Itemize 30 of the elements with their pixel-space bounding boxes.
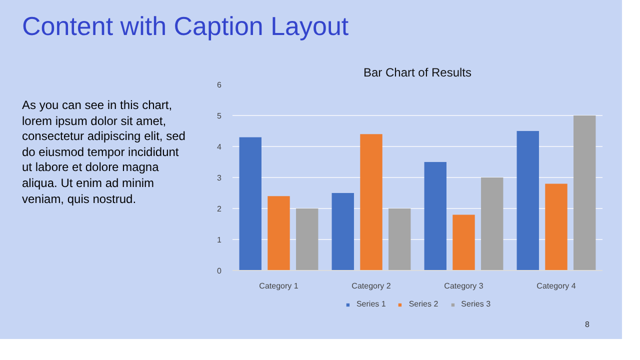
y-tick-label: 5 [217,112,222,120]
x-tick-label: Category 4 [536,282,576,290]
bar [268,196,290,270]
x-tick-label: Category 1 [259,282,299,290]
chart-title: Bar Chart of Results [363,66,472,80]
y-tick-label: 4 [217,142,222,152]
bar [296,208,318,270]
x-tick-label: Category 2 [352,282,392,290]
text: As you can see in this chart, lorem ipsum dolor sit amet, consectetur adipiscing elit, sed do eiusmod tempor incididunt ut labore et dolore magna aliqua. Ut enim ad minim veniam, quis nostrud. [22,98,186,208]
legend-label: Series 3 [461,300,491,308]
y-tick-label: 6 [217,80,222,90]
bar [239,137,262,270]
text: Content with Caption Layout [22,10,349,43]
bar [574,116,596,270]
bar [332,193,354,270]
y-tick-label: 1 [217,236,222,244]
legend-label: Series 1 [356,300,386,308]
legend-label: Series 2 [408,300,438,308]
bar [545,184,568,270]
y-tick-label: 0 [217,266,222,276]
bar [388,208,411,270]
bar [452,214,475,270]
text: 8 [585,319,590,330]
bar [360,134,382,270]
y-tick-label: 3 [217,174,222,182]
bar [481,178,504,270]
y-tick-label: 2 [217,204,222,214]
x-tick-label: Category 3 [444,282,484,290]
bar [424,162,446,270]
bar [516,131,539,270]
